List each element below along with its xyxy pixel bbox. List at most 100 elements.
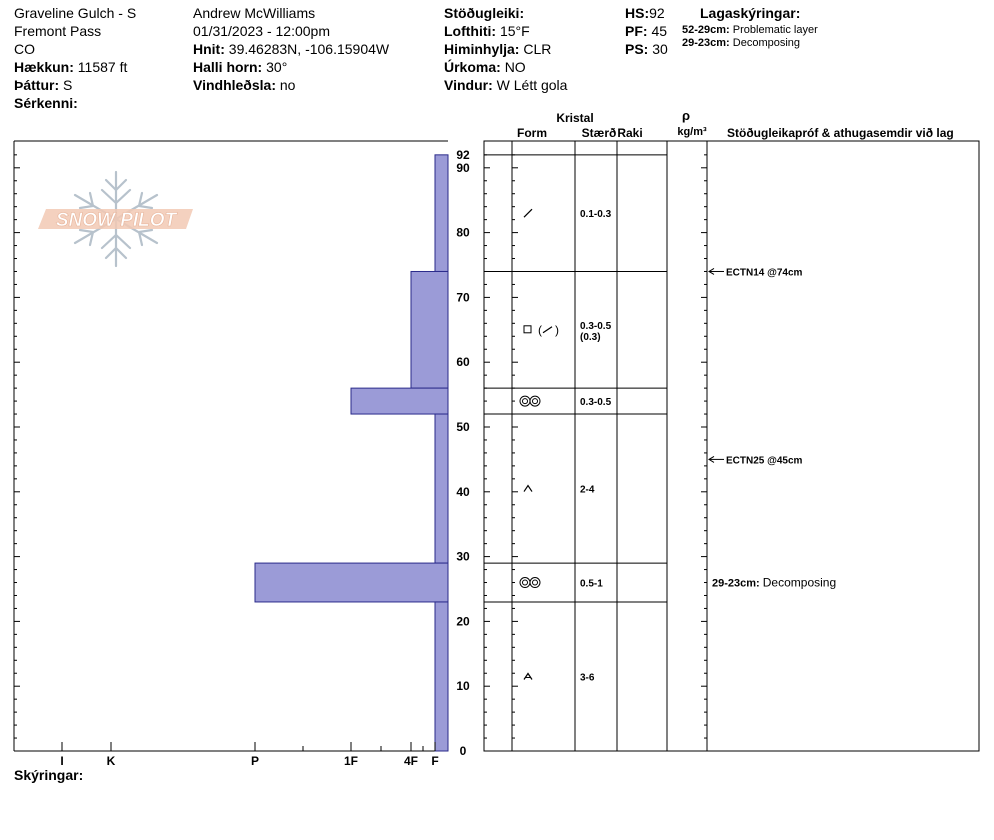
chevron-stroke [523,484,533,492]
pf-value: 45 [651,23,668,39]
col-density-header: kg/m³ [677,126,707,138]
aspect-value: S [63,77,73,93]
crystal-form-depth-hoar-rounding-icon [523,672,533,680]
slope-value: 30° [266,59,288,75]
depth-tick-label: 70 [456,290,470,304]
stability-test-label: ECTN25 @45cm [726,455,803,466]
hardness-bar [350,387,449,415]
comments-label: Skýringar: [14,767,84,783]
hardness-bar [254,562,449,603]
logo-banner [38,209,193,229]
decomposing-stroke [523,208,533,218]
col-moisture-header: Raki [617,126,642,140]
hardness-tick-label: F [431,754,438,768]
elevation-value: 11587 ft [77,59,128,75]
stability-row: Stöðugleiki: [444,4,567,22]
elevation-row: Hækkun: 11587 ft [14,58,136,76]
depth-tick-label: 30 [456,550,470,564]
wind-loading-value: no [279,77,296,93]
crystal-form-decomposing-icon [523,208,533,218]
layers-title: Lagaskýringar: [700,5,801,21]
obs-datetime: 01/31/2023 - 12:00pm [193,23,330,39]
hardness-tick-label: I [60,754,63,768]
col-tests-header: Stöðugleikapróf & athugasemdir við lag [727,126,954,140]
depth-tick-label: 0 [460,744,467,758]
slope-label: Halli horn: [193,59,263,75]
hardness-bar [434,413,449,564]
crystal-size: 2-4 [580,485,595,496]
air-temp-row: Lofthiti: 15°F [444,22,567,40]
ring-left [519,577,531,589]
crystal-size: 0.3-0.5 [580,397,612,408]
pf-label: PF: [625,23,648,39]
chevron-stroke [523,672,533,680]
air-temp-label: Lofthiti: [444,23,497,39]
depth-tick-label: 10 [456,679,470,693]
depth-tick-label: 20 [456,614,470,628]
depth-tick-label: 40 [456,485,470,499]
ring-right [529,395,541,407]
wind-value: W Létt gola [496,77,568,93]
ps-row: PS: 30 [625,40,668,58]
paren-stroke [542,326,553,334]
observer-name: Andrew McWilliams [193,5,316,21]
crystal-size: 0.3-0.5 [580,321,612,332]
ring-left-inner [522,579,528,586]
layer-note-1-range: 52-29cm: [682,24,730,36]
col-form-header: Form [517,126,547,140]
crystal-size: 0.1-0.3 [580,209,612,220]
precip-label: Úrkoma: [444,59,501,75]
sky-row: Himinhylja: CLR [444,40,567,58]
ring-right-inner [532,398,538,405]
ring-right-inner [532,579,538,586]
state-name: CO [14,41,35,57]
test-arrow-icon [708,455,715,463]
layer-comment-range: 29-23cm: [712,578,763,590]
location-name: Graveline Gulch - S [14,5,137,21]
hardness-chart: I K P 1F 4F F [13,140,449,768]
sky-label: Himinhylja: [444,41,520,57]
hardness-bar [434,601,449,752]
wind-loading-label: Vindhleðsla: [193,77,276,93]
crystal-form-faceted-decomposing-icon: () [523,323,559,337]
depth-tick-label: 60 [456,355,470,369]
test-arrow-icon [708,268,715,275]
layer-note-2: 29-23cm: Decomposing [682,37,818,50]
sky-value: CLR [523,41,552,57]
table-frame [483,140,980,752]
wind-label: Vindur: [444,77,493,93]
layer-note-1-text: Problematic layer [732,24,818,36]
stability-label: Stöðugleiki: [444,5,525,21]
col-crystal-header: Kristal [556,111,593,125]
coords-row: Hnit: 39.46283N, -106.15904W [193,40,389,58]
range-name: Fremont Pass [14,23,102,39]
hardness-tick-label: 1F [344,754,358,768]
hs-label: HS: [625,5,650,21]
layer-note-2-text: Decomposing [732,37,801,49]
ring-left-inner [522,398,528,405]
logo-text: SNOW PILOT [56,210,178,231]
depth-top-label: 92 [456,148,470,162]
hardness-tick-label: 4F [404,754,418,768]
features-label: Sérkenni: [14,95,78,111]
precip-row: Úrkoma: NO [444,58,567,76]
ps-value: 30 [652,41,668,57]
aspect-label: Þáttur: [14,77,60,93]
crystal-form-surface-hoar-rounded-icon [519,577,541,589]
slope-row: Halli horn: 30° [193,58,389,76]
elevation-label: Hækkun: [14,59,74,75]
hardness-tick-label: P [251,754,259,768]
features-row: Sérkenni: [14,94,136,112]
aspect-row: Þáttur: S [14,76,136,94]
crystal-form-surface-hoar-rounded-icon [519,395,541,407]
col-size-header: Stærð [582,126,617,140]
layer-table: Kristal Form Stærð Raki ρ kg/m³ Stöðugle… [483,108,980,752]
crystal-size-note: (0.3) [580,332,601,343]
layer-note-1: 52-29cm: Problematic layer [682,24,818,37]
crystal-size: 0.5-1 [580,579,603,590]
paren-close: ) [555,323,559,337]
wind-row: Vindur: W Létt gola [444,76,567,94]
crystal-size: 3-6 [580,672,595,683]
depth-tick-label: 90 [456,161,470,175]
